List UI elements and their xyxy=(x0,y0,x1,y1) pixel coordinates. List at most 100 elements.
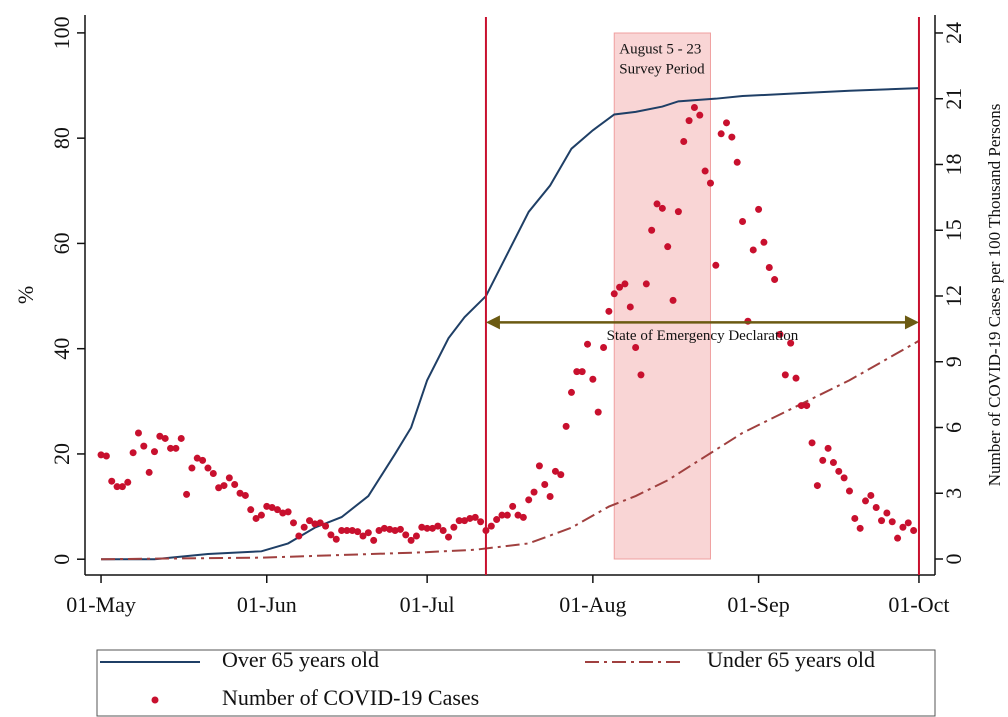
case-dot xyxy=(236,489,244,497)
case-dot xyxy=(423,524,431,532)
case-dot xyxy=(690,103,698,111)
y-tick-label: 0 xyxy=(49,554,74,565)
case-dot xyxy=(755,205,763,213)
case-dot xyxy=(102,452,110,460)
case-dot xyxy=(551,467,559,475)
case-dot xyxy=(450,523,458,531)
arrow-label: State of Emergency Declaration xyxy=(607,328,799,344)
case-dot xyxy=(295,532,303,540)
case-dot xyxy=(567,388,575,396)
case-dot xyxy=(904,519,912,527)
x-tick-label: 01-Oct xyxy=(888,592,949,617)
case-dot xyxy=(445,533,453,541)
case-dot xyxy=(888,518,896,526)
legend-swatch xyxy=(151,696,159,704)
x-tick-label: 01-Jun xyxy=(237,592,297,617)
case-dot xyxy=(418,523,426,531)
case-dot xyxy=(161,434,169,442)
y2-axis-title: Number of COVID-19 Cases per 100 Thousan… xyxy=(985,104,1004,487)
y2-tick-label: 9 xyxy=(941,356,966,367)
case-dot xyxy=(289,519,297,527)
case-dot xyxy=(503,511,511,519)
case-dot xyxy=(723,119,731,127)
case-dot xyxy=(477,518,485,526)
case-dot xyxy=(247,506,255,514)
case-dot xyxy=(894,534,902,542)
x-tick-label: 01-Sep xyxy=(727,592,789,617)
case-dot xyxy=(311,520,319,528)
case-dot xyxy=(685,117,693,125)
case-dot xyxy=(781,371,789,379)
y-tick-label: 20 xyxy=(49,443,74,465)
case-dot xyxy=(439,527,447,535)
y2-tick-label: 3 xyxy=(941,488,966,499)
case-dot xyxy=(610,290,618,298)
case-dot xyxy=(134,429,142,437)
case-dot xyxy=(626,303,634,311)
case-dot xyxy=(824,444,832,452)
y-tick-label: 60 xyxy=(49,232,74,254)
case-dot xyxy=(733,158,741,166)
case-dot xyxy=(113,483,121,491)
arrow-head xyxy=(485,315,500,330)
case-dot xyxy=(231,480,239,488)
case-dot xyxy=(402,531,410,539)
legend-label: Number of COVID-19 Cases xyxy=(222,685,479,710)
case-dot xyxy=(97,451,105,459)
case-dot xyxy=(669,296,677,304)
case-dot xyxy=(653,200,661,208)
case-dot xyxy=(306,517,314,525)
case-dot xyxy=(263,502,271,510)
legend-label: Over 65 years old xyxy=(222,647,379,672)
case-dot xyxy=(658,204,666,212)
case-dot xyxy=(215,484,223,492)
case-dot xyxy=(183,490,191,498)
case-dot xyxy=(589,375,597,383)
case-dot xyxy=(108,477,116,485)
case-dot xyxy=(535,462,543,470)
case-dot xyxy=(172,444,180,452)
case-dot xyxy=(386,525,394,533)
case-dot xyxy=(514,511,522,519)
case-dot xyxy=(605,307,613,315)
case-dot xyxy=(209,470,217,478)
y-tick-label: 40 xyxy=(49,338,74,360)
case-dot xyxy=(322,522,330,530)
case-dot xyxy=(878,517,886,525)
case-dot xyxy=(835,467,843,475)
case-dot xyxy=(787,339,795,347)
case-dot xyxy=(883,509,891,517)
case-dot xyxy=(749,246,757,254)
case-dot xyxy=(156,432,164,440)
case-dot xyxy=(642,280,650,288)
case-dot xyxy=(407,536,415,544)
case-dot xyxy=(177,434,185,442)
case-dot xyxy=(845,487,853,495)
case-dot xyxy=(600,343,608,351)
case-dot xyxy=(797,402,805,410)
case-dot xyxy=(648,226,656,234)
case-dot xyxy=(370,536,378,544)
case-dot xyxy=(899,523,907,531)
case-dot xyxy=(380,524,388,532)
case-dot xyxy=(573,368,581,376)
case-dot xyxy=(803,402,811,410)
case-dot xyxy=(332,535,340,543)
case-dot xyxy=(530,488,538,496)
case-dot xyxy=(776,330,784,338)
case-dot xyxy=(338,527,346,535)
case-dot xyxy=(680,137,688,145)
case-dot xyxy=(359,532,367,540)
y-axis-title: % xyxy=(13,286,38,304)
case-dot xyxy=(706,179,714,187)
case-dot xyxy=(471,513,479,521)
case-dot xyxy=(279,509,287,517)
case-dot xyxy=(327,531,335,539)
x-tick-label: 01-Jul xyxy=(400,592,455,617)
case-dot xyxy=(396,525,404,533)
case-dot xyxy=(792,374,800,382)
case-dot xyxy=(584,340,592,348)
y-tick-label: 100 xyxy=(49,16,74,49)
y2-tick-label: 6 xyxy=(941,422,966,433)
case-dot xyxy=(739,217,747,225)
